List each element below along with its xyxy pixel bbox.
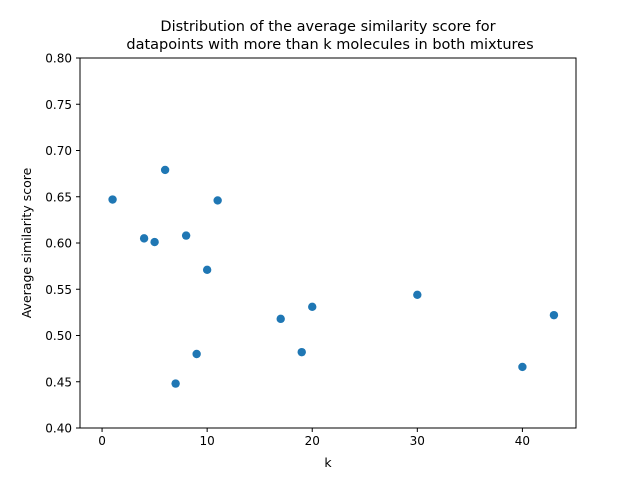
y-axis-ticks: 0.40 0.45 0.50 0.55 0.60 0.65 0.70 0.75 0.80 <box>45 52 80 436</box>
x-tick-label: 30 <box>410 434 425 448</box>
data-point <box>171 379 180 388</box>
data-point <box>139 234 149 243</box>
y-tick-label: 0.60 <box>45 237 72 251</box>
y-tick-label: 0.80 <box>45 52 72 66</box>
y-tick-label: 0.40 <box>45 422 72 436</box>
x-tick-label: 20 <box>305 434 320 448</box>
y-tick-label: 0.75 <box>45 98 72 112</box>
data-point <box>160 165 170 175</box>
data-point <box>150 237 159 247</box>
x-axis-label: k <box>324 455 332 470</box>
data-point <box>549 310 559 320</box>
data-point <box>181 231 191 240</box>
x-tick-label: 10 <box>200 434 215 448</box>
data-point <box>276 314 285 324</box>
chart-title-line-1: Distribution of the average similarity s… <box>160 19 495 35</box>
y-axis-label: Average similarity score <box>19 167 34 318</box>
data-point <box>297 347 306 357</box>
data-point <box>202 265 212 275</box>
data-point <box>213 196 222 205</box>
data-point <box>518 362 527 372</box>
data-point <box>413 290 422 299</box>
x-tick-label: 40 <box>515 434 530 448</box>
chart-title-line-2: datapoints with more than k molecules in… <box>126 37 533 53</box>
y-tick-label: 0.55 <box>45 283 72 297</box>
y-tick-label: 0.65 <box>45 190 72 204</box>
x-axis-ticks: 0 10 20 30 40 <box>98 428 530 448</box>
y-tick-label: 0.50 <box>45 329 72 343</box>
y-tick-label: 0.70 <box>45 144 72 158</box>
data-point <box>308 302 317 312</box>
data-point <box>108 195 117 204</box>
data-points <box>108 165 559 388</box>
y-tick-label: 0.45 <box>45 375 72 389</box>
x-tick-label: 0 <box>98 434 106 448</box>
data-point <box>192 349 201 359</box>
plot-frame <box>79 57 577 429</box>
